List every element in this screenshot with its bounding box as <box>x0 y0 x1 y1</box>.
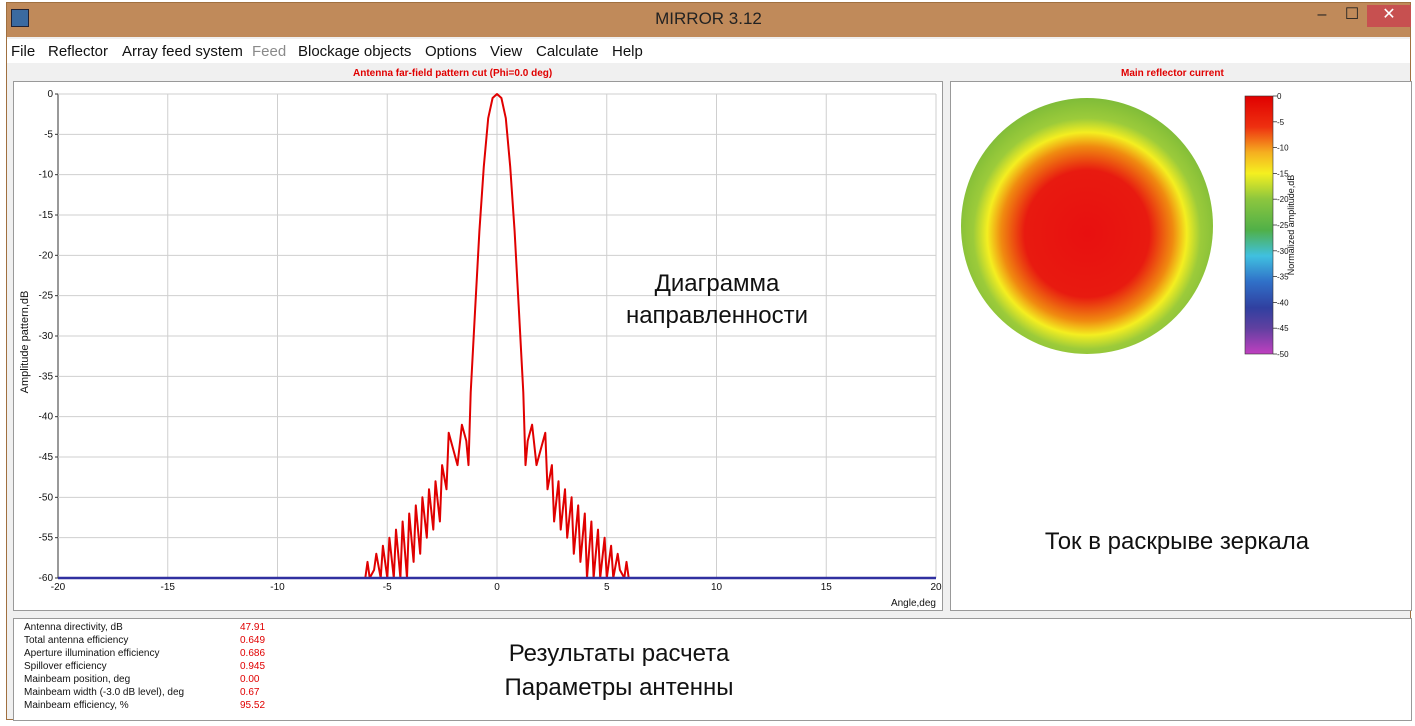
colorbar-tick-label: -45 <box>1277 324 1289 333</box>
menu-file[interactable]: File <box>11 43 36 60</box>
colorbar-tick-label: -30 <box>1277 247 1289 256</box>
pattern-annotation-line2: направленности <box>625 302 809 329</box>
colorbar-tick-label: -50 <box>1277 350 1289 359</box>
colorbar-tick-label: -15 <box>1277 169 1289 178</box>
x-tick-label: 10 <box>711 582 723 593</box>
result-label: Antenna directivity, dB <box>24 622 123 633</box>
x-tick-label: 20 <box>930 582 942 593</box>
app-window: MIRROR 3.12 – ☐ ✕ File Reflector Array f… <box>6 2 1412 721</box>
close-button[interactable]: ✕ <box>1367 5 1411 27</box>
title-bar[interactable]: MIRROR 3.12 – ☐ ✕ <box>7 3 1411 37</box>
result-label: Mainbeam width (-3.0 dB level), deg <box>24 687 185 698</box>
menu-options[interactable]: Options <box>425 43 477 60</box>
result-value: 0.67 <box>240 687 260 698</box>
colorbar-tick-label: -10 <box>1277 144 1289 153</box>
pattern-chart[interactable]: -20 -15 -10 -5 0 5 10 15 200-5-10-15-20-25-30-35… <box>14 82 942 610</box>
x-tick-label: -15 <box>161 582 176 593</box>
x-axis-label: Angle,deg <box>891 598 936 609</box>
result-value: 47.91 <box>240 622 266 633</box>
x-tick-label: -5 <box>383 582 392 593</box>
y-axis-label: Amplitude pattern,dB <box>19 291 31 394</box>
menu-feed[interactable]: Feed <box>252 43 287 60</box>
pattern-annotation-line1: Диаграмма <box>654 270 780 297</box>
menu-calculate[interactable]: Calculate <box>536 43 599 60</box>
y-tick-label: -35 <box>39 371 54 382</box>
colorbar-tick-label: -25 <box>1277 221 1289 230</box>
y-tick-label: -45 <box>39 452 54 463</box>
result-value: 0.945 <box>240 661 266 672</box>
result-value: 0.649 <box>240 635 266 646</box>
y-tick-label: -20 <box>39 250 54 261</box>
colorbar-tick-label: 0 <box>1277 92 1282 101</box>
result-label: Spillover efficiency <box>24 661 107 672</box>
results-annotation: Результаты расчета Параметры антенны <box>484 637 754 705</box>
x-tick-label: 15 <box>821 582 833 593</box>
y-tick-label: 0 <box>47 89 53 100</box>
result-label: Mainbeam position, deg <box>24 674 131 685</box>
results-panel: Antenna directivity, dB 47.91 Total antenn… <box>13 618 1412 721</box>
colorbar-label: Normalized amplitude,dB <box>1286 175 1296 276</box>
y-tick-label: -55 <box>39 533 54 544</box>
reflector-aperture <box>961 98 1213 354</box>
colorbar-tick-label: -20 <box>1277 195 1289 204</box>
window-title: MIRROR 3.12 <box>655 9 762 28</box>
result-value: 0.686 <box>240 648 266 659</box>
reflector-current-map[interactable]: 0 -5 -10 -15 -20 -25 -30 -35 -40 -45 -50 Normalize… <box>951 82 1411 610</box>
y-tick-label: -10 <box>39 170 54 181</box>
menu-array-feed-system[interactable]: Array feed system <box>122 43 243 60</box>
app-icon[interactable] <box>11 9 29 27</box>
menu-view[interactable]: View <box>490 43 523 60</box>
y-tick-label: -5 <box>44 129 53 140</box>
reflector-current-panel[interactable]: 0 -5 -10 -15 -20 -25 -30 -35 -40 -45 -50 Normalize… <box>950 81 1412 611</box>
results-annotation-line2: Параметры антенны <box>504 674 734 701</box>
minimize-button[interactable]: – <box>1317 6 1327 23</box>
pattern-series-line <box>364 93 630 579</box>
menu-bar: File Reflector Array feed system Feed Bl… <box>7 39 1410 63</box>
x-tick-label: -10 <box>270 582 285 593</box>
colorbar <box>1244 95 1274 355</box>
x-tick-label: 5 <box>604 582 610 593</box>
y-tick-label: -60 <box>39 573 54 584</box>
y-tick-label: -50 <box>39 492 54 503</box>
pattern-panel-title: Antenna far-field pattern cut (Phi=0.0 d… <box>353 68 553 79</box>
y-tick-label: -30 <box>39 331 54 342</box>
x-tick-label: -20 <box>51 582 66 593</box>
results-annotation-line1: Результаты расчета <box>508 640 730 667</box>
result-label: Aperture illumination efficiency <box>24 648 160 659</box>
x-tick-label: 0 <box>494 582 500 593</box>
y-tick-label: -25 <box>39 291 54 302</box>
result-value: 95.52 <box>240 700 266 711</box>
pattern-annotation: Диаграмма направленности <box>607 268 827 332</box>
current-annotation: Ток в раскрыве зеркала <box>1044 528 1310 555</box>
maximize-button[interactable]: ☐ <box>1344 6 1360 23</box>
current-panel-title: Main reflector current <box>1121 68 1224 79</box>
colorbar-tick-label: -40 <box>1277 298 1289 307</box>
menu-reflector[interactable]: Reflector <box>48 43 109 60</box>
y-tick-label: -40 <box>39 412 54 423</box>
y-tick-label: -15 <box>39 210 54 221</box>
pattern-chart-panel[interactable]: -20 -15 -10 -5 0 5 10 15 20 0 -5 -10 -15 -20 -25 -30 -35… <box>13 81 943 611</box>
result-label: Mainbeam efficiency, % <box>24 700 129 711</box>
result-value: 0.00 <box>240 674 260 685</box>
colorbar-tick-label: -5 <box>1277 118 1285 127</box>
colorbar-tick-label: -35 <box>1277 273 1289 282</box>
menu-help[interactable]: Help <box>612 43 643 60</box>
menu-blockage-objects[interactable]: Blockage objects <box>298 43 412 60</box>
result-label: Total antenna efficiency <box>24 635 129 646</box>
